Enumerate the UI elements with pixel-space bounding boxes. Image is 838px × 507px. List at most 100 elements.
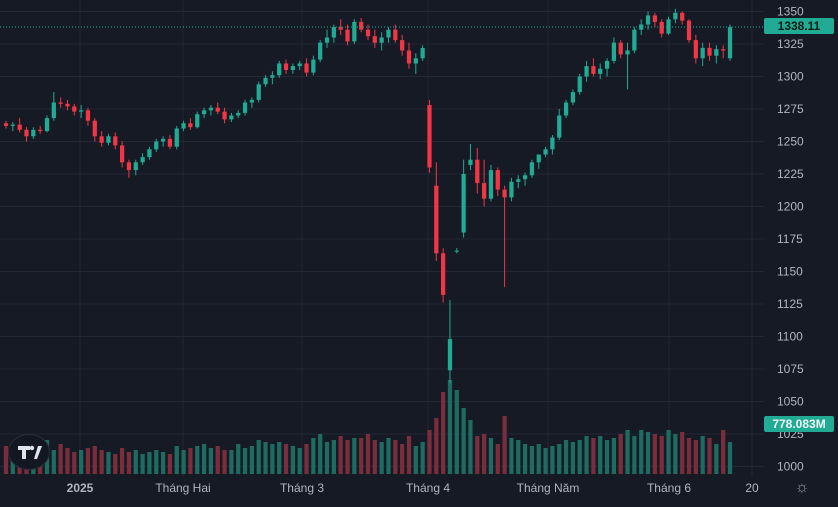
candle-body — [652, 15, 657, 22]
volume-bar — [208, 448, 214, 474]
candle-body — [441, 253, 446, 295]
volume-bar — [352, 438, 357, 474]
price-tick-label: 1250 — [777, 135, 804, 149]
candle-body — [522, 175, 528, 180]
volume-bar — [625, 430, 630, 474]
candle-body — [721, 49, 726, 51]
candle-body — [598, 68, 603, 74]
date-tick-label: Tháng Năm — [517, 481, 580, 495]
volume-bar — [673, 434, 678, 474]
price-tick-label: 1075 — [777, 362, 804, 376]
candle-body — [208, 107, 214, 111]
candle-body — [3, 123, 9, 126]
volume-bar — [707, 438, 712, 474]
candle-body — [693, 40, 698, 59]
candle-body — [468, 159, 473, 165]
candle-body — [167, 138, 173, 147]
candle-body — [318, 42, 323, 60]
volume-bar — [79, 450, 84, 474]
date-axis[interactable]: 2025 Tháng Hai Tháng 3 Tháng 4 Tháng Năm Thán… — [67, 481, 759, 495]
candle-body — [345, 29, 350, 42]
volume-bar — [311, 438, 316, 474]
candle-body — [707, 47, 712, 56]
candle-body — [311, 59, 316, 73]
candle-body — [249, 99, 255, 103]
volume-bar — [680, 432, 685, 474]
candle-body — [359, 21, 364, 30]
volume-bar — [591, 438, 596, 474]
candle-body — [488, 170, 494, 199]
candle-body — [536, 154, 541, 163]
price-tick-label: 1300 — [777, 70, 804, 84]
candle-body — [51, 102, 56, 119]
volume-bar — [454, 390, 459, 474]
volume-bar — [516, 440, 521, 474]
candle-body — [727, 27, 733, 59]
volume-bar — [372, 440, 377, 474]
volume-bar — [543, 448, 548, 474]
candle-body — [420, 47, 425, 59]
candle-body — [550, 137, 555, 150]
candle-body — [666, 19, 671, 34]
volume-bar — [386, 438, 391, 474]
volume-bar — [400, 444, 405, 474]
candle-body — [604, 60, 610, 69]
candle-body — [85, 110, 91, 121]
candle-body — [516, 179, 521, 182]
candle-body — [215, 107, 220, 112]
volume-bar — [324, 442, 330, 474]
candle-body — [17, 124, 22, 130]
candle-body — [283, 63, 289, 70]
candle-body — [509, 181, 514, 198]
volume-bar — [570, 442, 576, 474]
candle-body — [400, 40, 405, 51]
tradingview-logo-icon[interactable] — [8, 434, 50, 470]
date-tick-label: Tháng 3 — [280, 481, 324, 495]
candle-body — [72, 106, 77, 112]
volume-bar — [195, 446, 200, 474]
volume-bar — [557, 444, 562, 474]
volume-bar — [133, 450, 138, 474]
candle-body — [618, 42, 623, 55]
price-axis[interactable]: 1000102510501075110011251150117512001225… — [777, 5, 804, 474]
last-price-label: 1338.11 — [764, 18, 834, 34]
candle-body — [645, 15, 651, 25]
candle-body — [372, 36, 377, 43]
volume-bar — [174, 446, 179, 474]
candle-body — [352, 21, 357, 42]
volume-bar — [58, 444, 63, 474]
candle-body — [413, 58, 418, 64]
candle-body — [584, 66, 589, 77]
candle-body — [434, 185, 439, 254]
volume-bar — [659, 436, 664, 474]
candle-body — [181, 123, 186, 129]
price-tick-label: 1325 — [777, 37, 804, 51]
volume-bar — [249, 446, 255, 474]
candle-body — [133, 162, 138, 171]
volume-bar — [154, 450, 159, 474]
price-tick-label: 1200 — [777, 200, 804, 214]
settings-gear-icon[interactable]: ☼ — [794, 479, 810, 496]
volume-bar — [242, 448, 248, 474]
candle-body — [147, 149, 152, 158]
candle-body — [475, 159, 480, 184]
candle-body — [557, 115, 562, 138]
candle-body — [297, 63, 302, 67]
volume-bar — [488, 438, 494, 474]
volume-bar — [65, 448, 70, 474]
candle-body — [454, 250, 459, 252]
candle-body — [38, 129, 43, 132]
date-tick-label: 20 — [745, 481, 759, 495]
volume-bar — [495, 444, 500, 474]
candle-body — [427, 105, 432, 168]
volume-bar — [359, 438, 364, 474]
volume-bar — [502, 416, 507, 474]
candle-body — [447, 339, 453, 371]
volume-bar — [393, 440, 398, 474]
volume-bar — [475, 436, 480, 474]
candle-body — [686, 20, 692, 41]
candle-body — [113, 136, 118, 146]
